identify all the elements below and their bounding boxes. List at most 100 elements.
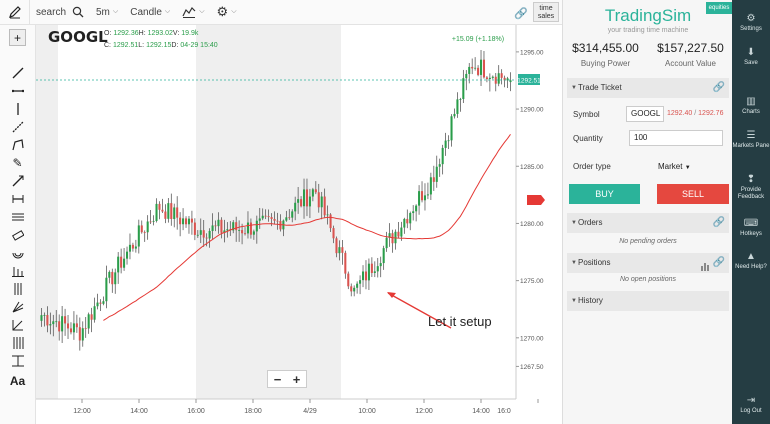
zoom-out-button[interactable]: − — [273, 371, 282, 387]
candle-up — [128, 244, 132, 252]
price-tick-label: 1295.00 — [520, 49, 544, 56]
cycle-lines-tool-icon[interactable] — [9, 352, 26, 369]
gann-fan-tool-icon[interactable] — [9, 334, 26, 351]
candle-up — [356, 283, 359, 288]
bar-chart-icon[interactable] — [701, 259, 711, 279]
chart-type-select[interactable]: Candle ⌵ — [130, 0, 170, 25]
history-header[interactable]: ▼ History — [567, 291, 729, 311]
legend-volume: 19.9k — [181, 30, 199, 37]
order-type-value: Market — [658, 162, 683, 171]
indicators-button[interactable]: ⌵ — [182, 0, 205, 25]
candle-down — [350, 286, 353, 292]
candle-up — [326, 214, 329, 216]
candle-up — [435, 166, 438, 182]
brush-tool-icon[interactable]: ✎ — [12, 155, 23, 170]
candle-down — [111, 271, 114, 285]
quantity-field[interactable]: 100 — [629, 130, 723, 146]
link-icon[interactable]: 🔗 — [712, 257, 725, 268]
symbol-search[interactable]: search — [36, 0, 84, 25]
candle-down — [471, 66, 474, 69]
link-icon[interactable]: 🔗 — [712, 82, 725, 93]
nav-markets-pane-label: Markets Pane — [732, 143, 770, 149]
draw-tool-button[interactable] — [0, 0, 30, 25]
candle-down — [335, 238, 338, 254]
zoom-in-button[interactable]: + — [292, 371, 301, 387]
order-type-select[interactable]: Market ▼ — [658, 162, 691, 171]
pitchfork-tool-icon[interactable] — [9, 298, 26, 315]
chart-type-value: Candle — [130, 6, 162, 18]
candle-up — [453, 113, 456, 117]
price-tick-label: 1280.00 — [520, 221, 544, 228]
candle-up — [238, 230, 241, 231]
ray-tool-icon[interactable] — [9, 118, 26, 135]
sell-button[interactable]: SELL — [657, 184, 729, 204]
time-sales-button[interactable]: time sales — [533, 2, 559, 22]
crosshair-tool-icon[interactable]: + — [9, 29, 26, 46]
candle-down — [161, 209, 164, 212]
candle-up — [456, 99, 459, 114]
candle-down — [300, 199, 303, 207]
annotation-arrow — [387, 292, 452, 329]
candle-up — [173, 207, 176, 219]
candle-down — [140, 225, 143, 233]
measure-tool-icon[interactable] — [9, 190, 26, 207]
candle-up — [403, 218, 406, 228]
link-icon[interactable]: 🔗 — [712, 217, 725, 228]
nav-hotkeys[interactable]: ⌨ Hotkeys — [732, 219, 770, 238]
arrow-tool-icon[interactable] — [9, 172, 26, 189]
candle-up — [353, 287, 356, 292]
time-tick-label: 14:00 — [472, 408, 490, 415]
nav-hotkeys-label: Hotkeys — [740, 231, 762, 237]
fib-retracement-tool-icon[interactable] — [9, 280, 26, 297]
nav-logout[interactable]: ⇥ Log Out — [732, 396, 770, 415]
nav-settings[interactable]: ⚙ Settings — [732, 14, 770, 33]
ruler-tool-icon[interactable] — [9, 226, 26, 243]
candle-up — [441, 147, 444, 165]
candle-up — [223, 230, 226, 233]
vertical-line-tool-icon[interactable] — [9, 100, 26, 117]
interval-select[interactable]: 5m ⌵ — [96, 0, 118, 25]
bar-pattern-tool-icon[interactable] — [9, 262, 26, 279]
parallel-channel-tool-icon[interactable] — [9, 208, 26, 225]
nav-markets-pane[interactable]: ☰ Markets Pane — [732, 131, 770, 150]
candle-up — [261, 215, 264, 219]
link-icon[interactable]: 🔗 — [514, 8, 528, 20]
candle-down — [406, 218, 409, 224]
angle-tool-icon[interactable] — [9, 316, 26, 333]
candle-up — [255, 220, 258, 232]
symbol-field[interactable]: GOOGL — [626, 106, 664, 122]
candle-up — [444, 140, 447, 148]
text-tool-icon[interactable]: Aa — [9, 373, 26, 388]
buy-button[interactable]: BUY — [569, 184, 640, 204]
chart-settings-button[interactable]: ⚙ ⌵ — [217, 0, 237, 25]
gear-icon: ⚙ — [216, 4, 229, 19]
indicator-icon — [182, 7, 196, 18]
chart-annotation: Let it setup — [428, 314, 492, 329]
candle-up — [217, 219, 220, 227]
candle-up — [491, 76, 494, 78]
candle-down — [243, 233, 247, 235]
nav-save[interactable]: ⬇ Save — [732, 48, 770, 67]
nav-help[interactable]: ▲ Need Help? — [732, 252, 770, 271]
positions-header[interactable]: ▼ Positions 🔗 — [567, 253, 729, 273]
candle-down — [202, 230, 205, 238]
trend-line-tool-icon[interactable] — [9, 64, 26, 81]
nav-feedback[interactable]: ❢ Provide Feedback — [732, 175, 770, 201]
legend-high: 1293.02 — [147, 30, 173, 37]
nav-charts[interactable]: ▥ Charts — [732, 97, 770, 116]
candle-up — [61, 316, 64, 332]
candle-down — [314, 189, 317, 193]
candle-up — [285, 217, 288, 221]
trade-ticket-header[interactable]: ▼ Trade Ticket 🔗 — [567, 78, 729, 98]
horizontal-line-tool-icon[interactable] — [9, 82, 26, 99]
price-chart[interactable]: 1295.00 1290.00 1285.00 1280.00 1275.00 1270.… — [36, 25, 562, 424]
polyline-tool-icon[interactable] — [9, 136, 26, 153]
candle-down — [75, 323, 78, 328]
candle-up — [338, 247, 341, 254]
candle-up — [462, 78, 465, 100]
candle-down — [264, 215, 267, 217]
fib-arc-tool-icon[interactable] — [9, 244, 26, 261]
price-tag-bg — [518, 74, 540, 85]
orders-header[interactable]: ▼ Orders 🔗 — [567, 213, 729, 233]
